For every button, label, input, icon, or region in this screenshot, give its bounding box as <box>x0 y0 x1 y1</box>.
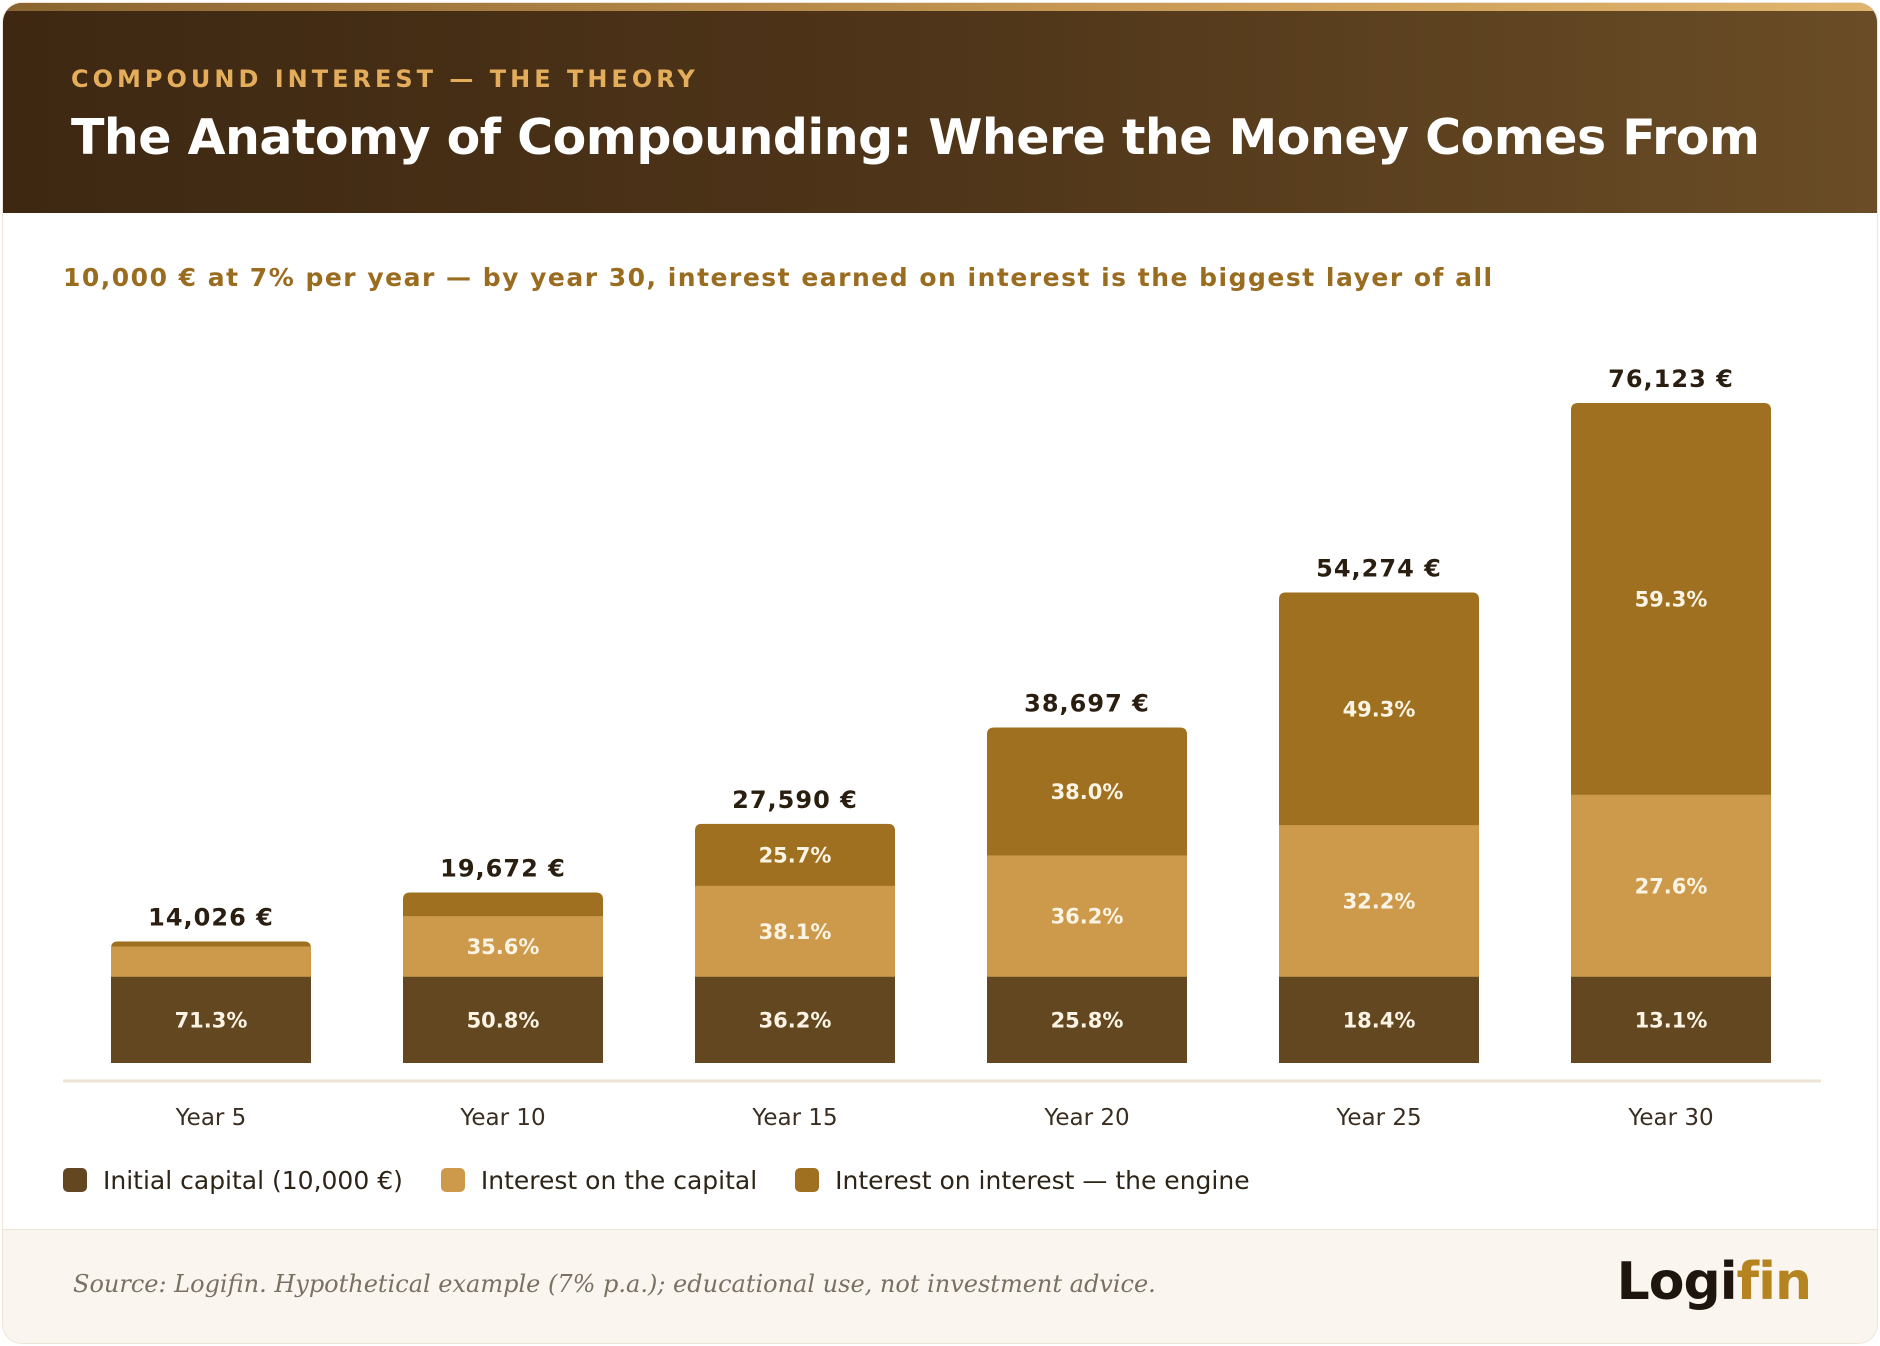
legend-swatch-interest-on-interest <box>795 1168 820 1192</box>
bar-group: 71.3% 14,026 € Year 5 <box>111 903 311 1131</box>
bar-total-label: 27,590 € <box>732 786 858 814</box>
bar-stack <box>1571 403 1771 1063</box>
bar-segment-initial-capital <box>403 976 603 1063</box>
segment-share-label: 13.1% <box>1635 1009 1708 1033</box>
header-banner: COMPOUND INTEREST — THE THEORY The Anato… <box>3 3 1877 213</box>
legend: Initial capital (10,000 €) Interest on t… <box>63 1163 1288 1197</box>
bar-group: 25.8% 36.2% 38.0% 38,697 € Year 20 <box>987 689 1187 1131</box>
legend-label-interest-on-capital: Interest on the capital <box>480 1165 758 1195</box>
segment-share-label: 36.2% <box>759 1009 832 1033</box>
legend-item-interest-on-capital: Interest on the capital <box>440 1165 758 1195</box>
segment-share-label: 35.6% <box>467 935 540 959</box>
x-tick-label: Year 5 <box>175 1105 247 1131</box>
bar-group: 18.4% 32.2% 49.3% 54,274 € Year 25 <box>1279 554 1479 1131</box>
segment-share-label: 25.7% <box>759 844 832 868</box>
x-tick-label: Year 10 <box>459 1105 545 1131</box>
segment-share-label: 25.8% <box>1051 1009 1124 1033</box>
x-tick-label: Year 15 <box>751 1105 837 1131</box>
logo-text-main: Logi <box>1616 1252 1738 1312</box>
segment-share-label: 18.4% <box>1343 1009 1416 1033</box>
chart-title: The Anatomy of Compounding: Where the Mo… <box>71 109 1760 166</box>
logo-text-accent: fin <box>1736 1252 1812 1312</box>
legend-label-interest-on-interest: Interest on interest — the engine <box>835 1165 1250 1195</box>
header-accent-bar <box>3 3 1877 11</box>
bar-total-label: 76,123 € <box>1608 365 1734 393</box>
segment-share-label: 50.8% <box>467 1009 540 1033</box>
bar-segment-interest-on-capital <box>695 885 895 977</box>
x-tick-label: Year 30 <box>1627 1105 1713 1131</box>
chart-subtitle: 10,000 € at 7% per year — by year 30, in… <box>63 263 1494 292</box>
legend-swatch-interest-on-capital <box>440 1168 465 1192</box>
segment-share-label: 59.3% <box>1635 588 1708 612</box>
bar-segment-interest-on-capital <box>1571 794 1771 977</box>
bar-segment-interest-on-interest <box>403 892 603 917</box>
bar-segment-interest-on-interest <box>987 727 1187 856</box>
bar-segment-initial-capital <box>1571 976 1771 1063</box>
segment-share-label: 49.3% <box>1343 698 1416 722</box>
bar-segment-interest-on-capital <box>403 915 603 977</box>
eyebrow-label: COMPOUND INTEREST — THE THEORY <box>71 65 699 93</box>
segment-share-label: 36.2% <box>1051 905 1124 929</box>
legend-item-interest-on-interest: Interest on interest — the engine <box>795 1165 1250 1195</box>
bar-total-label: 38,697 € <box>1024 689 1150 717</box>
x-tick-label: Year 25 <box>1335 1105 1421 1131</box>
bar-stack <box>695 823 895 1063</box>
bar-total-label: 54,274 € <box>1316 554 1442 582</box>
legend-item-initial-capital: Initial capital (10,000 €) <box>63 1166 403 1195</box>
source-note: Source: Logifin. Hypothetical example (7… <box>73 1270 1156 1298</box>
bar-stack <box>1279 592 1479 1063</box>
bar-segment-initial-capital <box>987 976 1187 1063</box>
bar-segment-interest-on-capital <box>1279 824 1479 977</box>
legend-swatch-initial-capital <box>63 1168 87 1192</box>
bar-group: 13.1% 27.6% 59.3% 76,123 € Year 30 <box>1571 365 1771 1131</box>
bar-segment-interest-on-capital <box>987 854 1187 977</box>
bar-segment-initial-capital <box>695 976 895 1063</box>
bar-total-label: 19,672 € <box>440 854 566 882</box>
bar-group: 50.8% 35.6% 19,672 € Year 10 <box>403 854 603 1131</box>
bar-total-label: 14,026 € <box>148 903 274 931</box>
stacked-bar-chart: 71.3% 14,026 € Year 5 50.8% 35.6% 19,672 € Yea… <box>63 365 1821 1131</box>
legend-label-initial-capital: Initial capital (10,000 €) <box>103 1165 403 1195</box>
logifin-logo: Logifin <box>1616 1252 1812 1312</box>
segment-share-label: 32.2% <box>1343 889 1416 913</box>
bar-segment-interest-on-interest <box>1279 592 1479 826</box>
x-tick-label: Year 20 <box>1043 1105 1129 1131</box>
bar-segment-interest-on-interest <box>695 823 895 886</box>
bar-segment-interest-on-interest <box>1571 403 1771 795</box>
bar-segment-initial-capital <box>111 976 311 1063</box>
segment-share-label: 38.0% <box>1051 780 1124 804</box>
bar-segment-interest-on-interest <box>111 941 311 947</box>
bar-segment-initial-capital <box>1279 976 1479 1063</box>
bar-stack <box>403 892 603 1063</box>
segment-share-label: 71.3% <box>175 1009 248 1033</box>
segment-share-label: 38.1% <box>759 920 832 944</box>
bar-stack <box>987 727 1187 1063</box>
segment-share-label: 27.6% <box>1635 874 1708 898</box>
bar-stack <box>111 941 311 1063</box>
footer: Source: Logifin. Hypothetical example (7… <box>3 1229 1877 1343</box>
bar-group: 36.2% 38.1% 25.7% 27,590 € Year 15 <box>695 786 895 1131</box>
bar-segment-interest-on-capital <box>111 945 311 977</box>
